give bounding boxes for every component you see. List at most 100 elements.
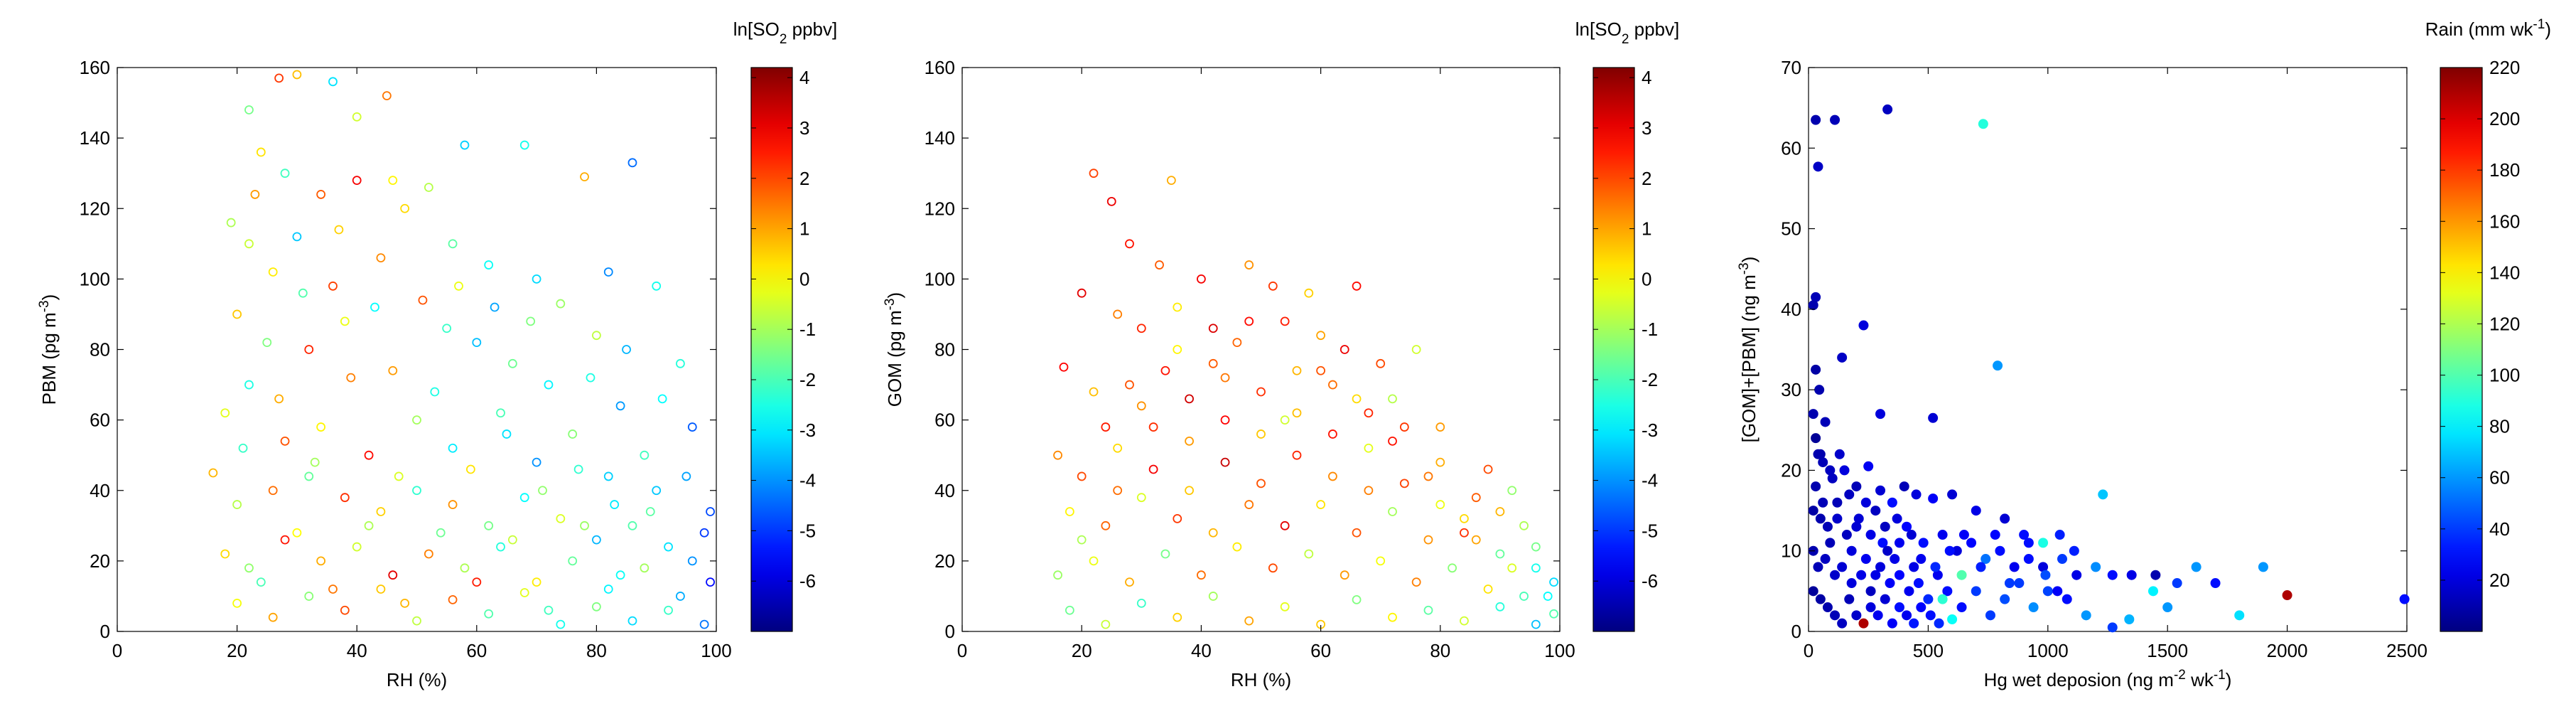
data-point: [2150, 570, 2161, 580]
data-point: [2052, 586, 2063, 597]
data-point: [382, 91, 392, 101]
data-point: [316, 190, 326, 199]
data-point: [1244, 616, 1254, 626]
data-points: [208, 70, 715, 629]
data-point: [1435, 457, 1445, 467]
label-part: 2: [1622, 32, 1629, 47]
data-point: [1841, 530, 1852, 540]
label-part: ppbv]: [1629, 18, 1679, 40]
colorbar-tick-label: -6: [799, 570, 816, 592]
label-part: ): [2226, 669, 2232, 690]
data-point: [1136, 598, 1146, 608]
data-point: [1244, 316, 1254, 326]
data-point: [2172, 578, 2182, 589]
colorbar-tick-label: -5: [1642, 520, 1658, 541]
data-point: [502, 429, 512, 439]
data-point: [1985, 610, 1995, 621]
data-point: [232, 598, 242, 608]
data-point: [448, 239, 458, 249]
x-tick-label: 100: [701, 640, 731, 661]
y-tick-label: 40: [1781, 299, 1801, 320]
data-point: [1256, 387, 1266, 397]
data-point: [657, 394, 667, 404]
data-point: [1837, 352, 1848, 363]
data-point: [1890, 554, 1900, 565]
data-point: [1846, 578, 1857, 589]
data-point: [1460, 616, 1469, 626]
colorbar: [750, 67, 793, 632]
data-point: [400, 598, 410, 608]
label-part: GOM (pg m: [884, 310, 905, 407]
data-point: [1292, 365, 1302, 375]
data-point: [2023, 554, 2034, 565]
data-point: [2000, 513, 2010, 524]
data-point: [1856, 570, 1867, 580]
data-point: [1507, 486, 1517, 496]
data-point: [652, 281, 662, 291]
data-point: [586, 373, 596, 383]
data-point: [1904, 586, 1914, 597]
colorbar-tick-label: 2: [1642, 168, 1651, 189]
data-point: [1136, 324, 1146, 333]
data-point: [1928, 493, 1939, 504]
x-tick-label: 0: [1804, 640, 1814, 661]
data-point: [448, 443, 458, 453]
data-point: [1208, 528, 1218, 538]
colorbar-tick-label: -3: [799, 420, 816, 441]
x-tick-label: 100: [1544, 640, 1575, 661]
data-point: [1956, 570, 1967, 580]
data-point: [1808, 300, 1818, 311]
data-point: [1906, 530, 1917, 540]
data-point: [1543, 592, 1553, 601]
data-point: [1875, 562, 1886, 572]
data-point: [352, 112, 362, 122]
data-point: [1304, 288, 1314, 298]
data-point: [1280, 316, 1290, 326]
data-point: [340, 316, 350, 326]
data-point: [1059, 362, 1069, 372]
data-point: [2014, 578, 2025, 589]
data-point: [2009, 562, 2020, 572]
data-point: [1808, 506, 1818, 516]
data-point: [2004, 578, 2015, 589]
data-point: [1814, 385, 1825, 395]
data-point: [244, 380, 254, 390]
data-point: [1902, 521, 1912, 532]
data-point: [376, 584, 386, 594]
data-point: [1837, 618, 1848, 629]
data-point: [1846, 545, 1857, 556]
data-point: [1825, 465, 1836, 476]
data-point: [1830, 610, 1841, 621]
data-point: [1918, 538, 1929, 548]
data-point: [664, 605, 673, 615]
data-point: [460, 563, 470, 573]
data-point: [220, 408, 230, 418]
data-point: [1531, 619, 1541, 629]
colorbar-tick-label: -4: [1642, 470, 1658, 491]
data-point: [238, 443, 248, 453]
data-point: [274, 73, 284, 83]
data-point: [268, 486, 278, 496]
colorbar-title: Rain (mm wk-1): [2425, 17, 2551, 41]
data-point: [645, 507, 655, 516]
data-point: [1875, 409, 1886, 420]
data-point: [316, 556, 326, 566]
data-point: [226, 218, 236, 228]
x-axis-label: Hg wet deposion (ng m-2 wk-1): [1984, 668, 2232, 691]
colorbar-tick-label: 3: [1642, 117, 1651, 139]
colorbar: [2440, 67, 2483, 632]
data-point: [1944, 545, 1955, 556]
data-point: [627, 158, 637, 168]
label-part: ): [2545, 18, 2551, 40]
data-point: [1870, 506, 1881, 516]
data-point: [592, 602, 601, 612]
data-point: [376, 507, 386, 516]
colorbar-tick-label: 1: [1642, 218, 1651, 240]
data-point: [676, 358, 685, 368]
data-point: [1280, 521, 1290, 530]
data-point: [1376, 556, 1386, 566]
y-tick-label: 0: [1791, 621, 1801, 642]
data-point: [1340, 345, 1349, 354]
data-point: [1316, 331, 1325, 341]
